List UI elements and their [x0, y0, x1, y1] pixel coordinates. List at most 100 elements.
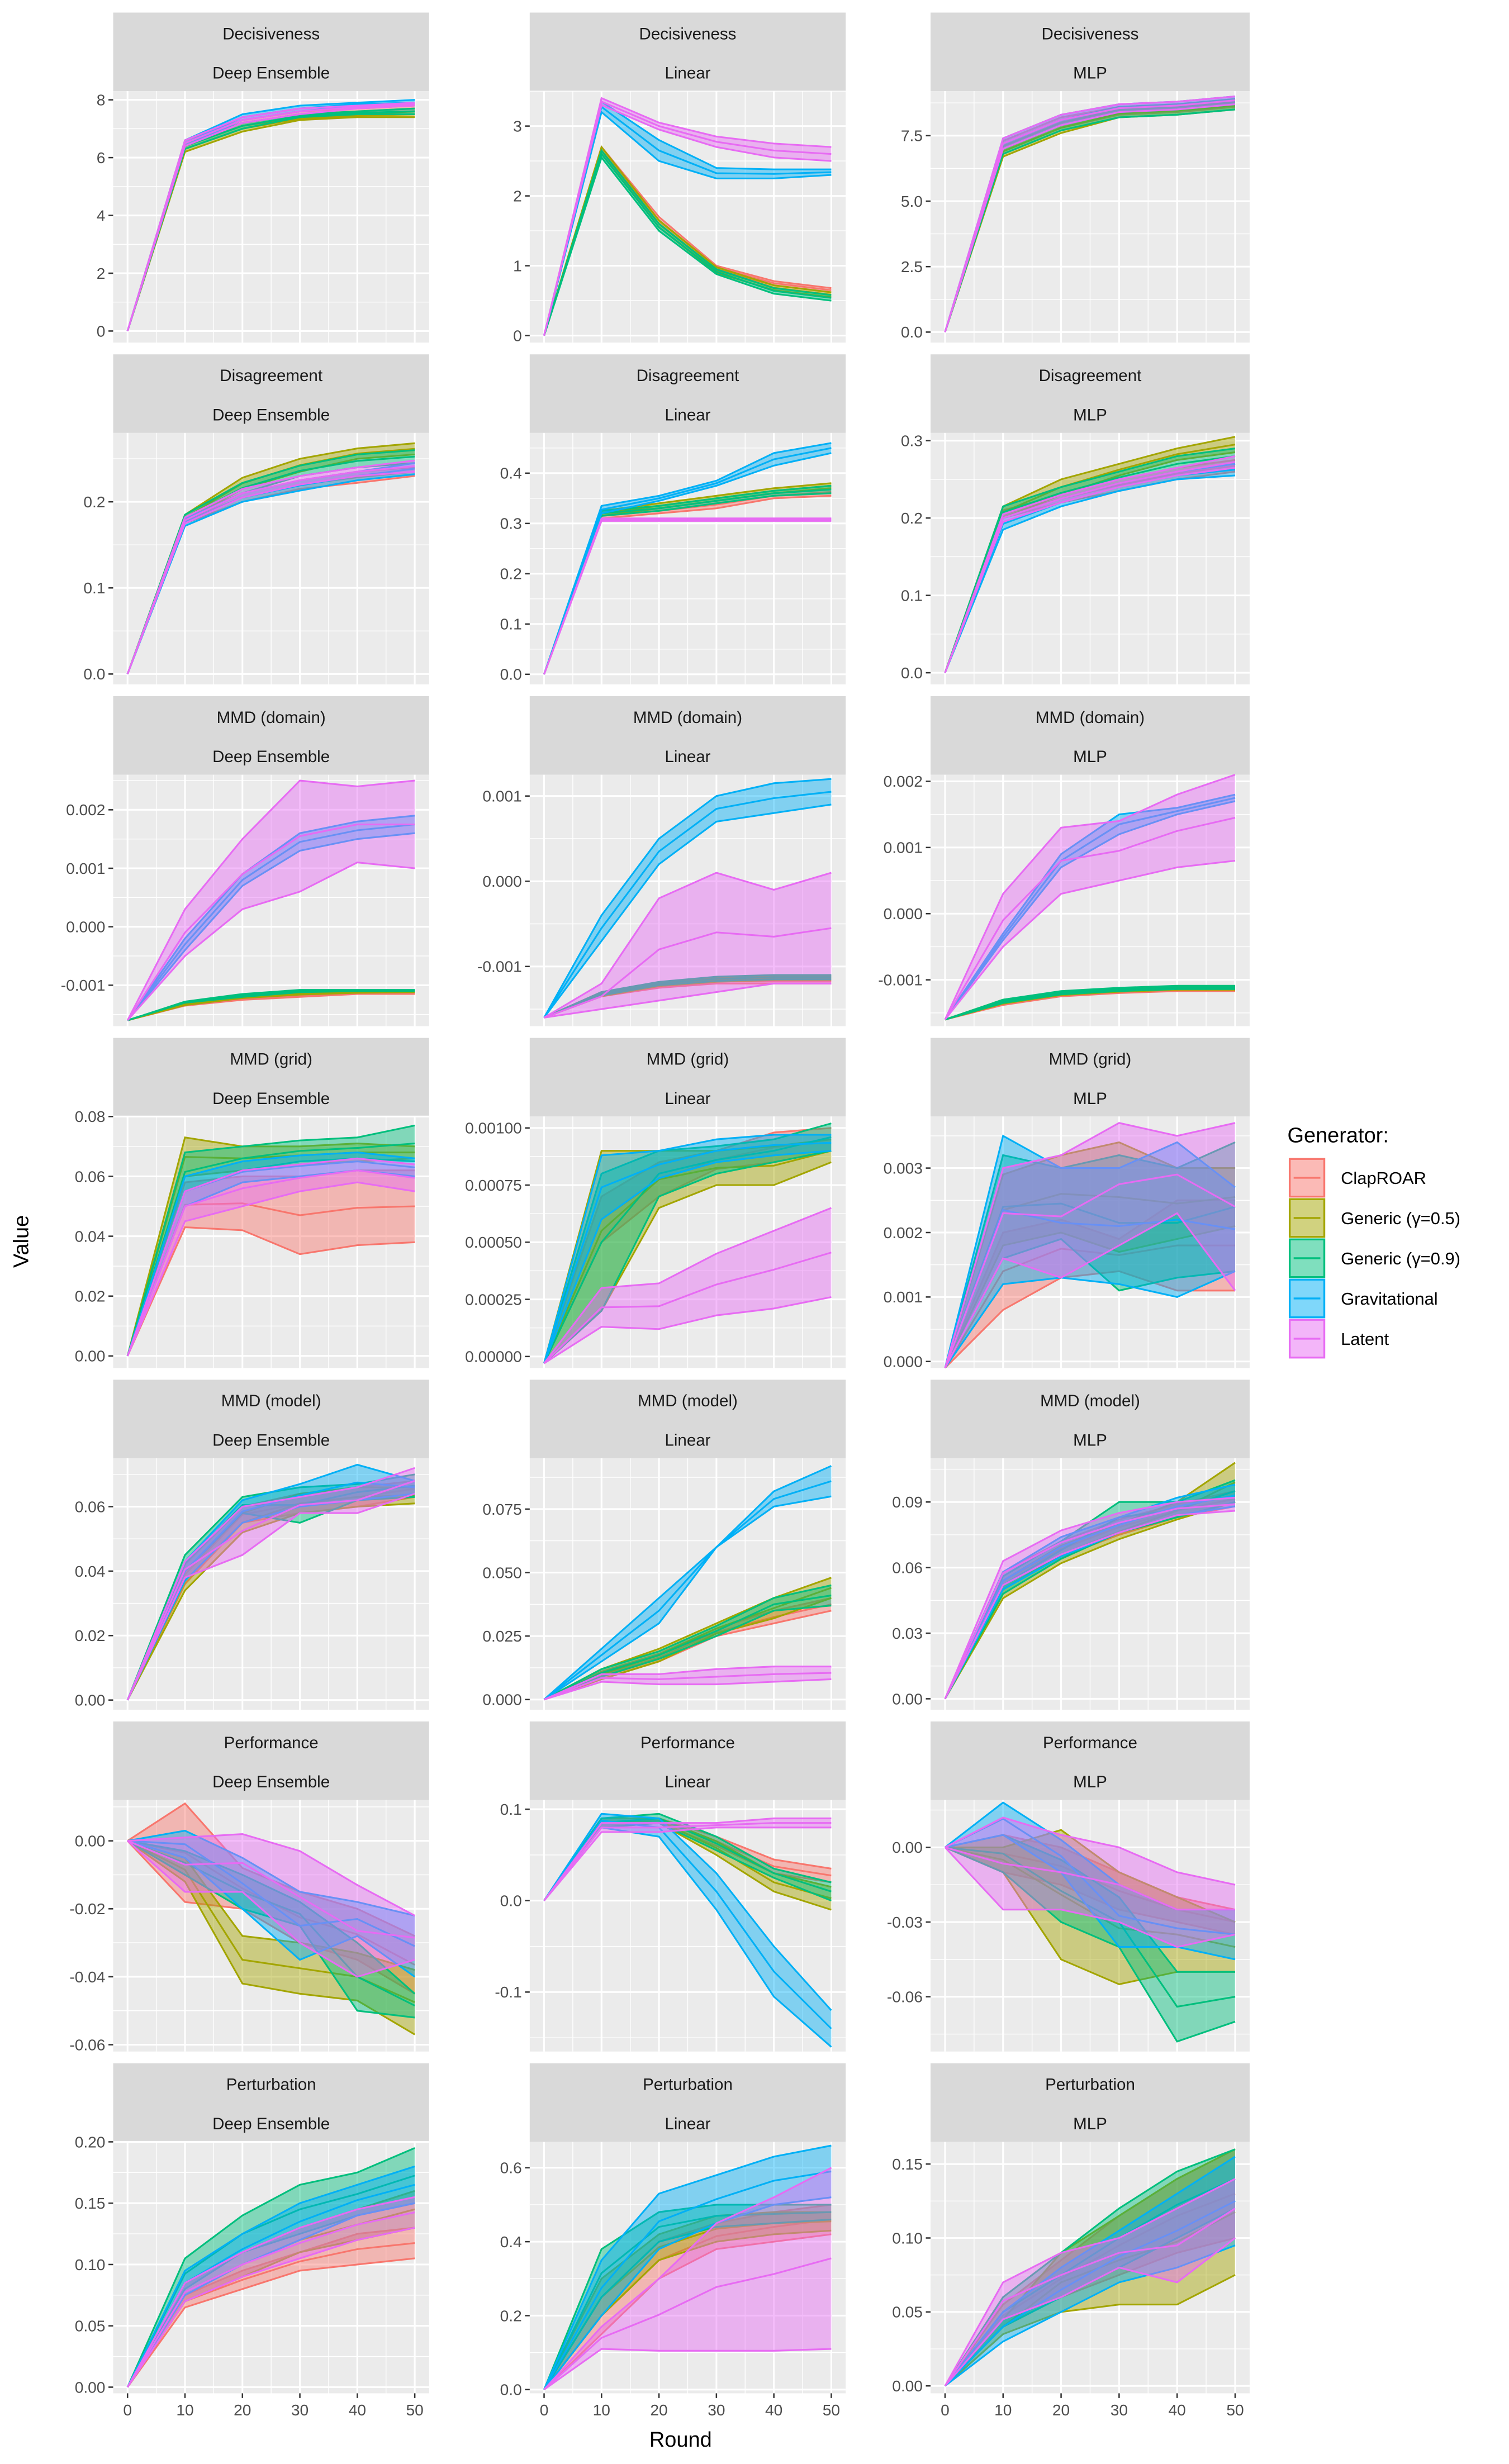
y-tick-label: 0.0	[500, 666, 522, 683]
y-tick-label: 0.00	[892, 1839, 923, 1856]
ribbon-upper-line	[126, 2147, 415, 2388]
strip-label-model: Deep Ensemble	[212, 1431, 330, 1450]
series-mean-line	[126, 103, 415, 331]
ribbon-lower-line	[543, 1826, 832, 1901]
ribbon-lower-line	[543, 2196, 832, 2390]
strip-background	[113, 1380, 429, 1458]
series-mean-line	[126, 823, 415, 1021]
ribbon-lower-line	[944, 467, 1236, 673]
y-tick-label: 0.001	[884, 1288, 923, 1306]
ribbon-upper-line	[543, 974, 832, 1019]
ribbon-upper-line	[945, 1816, 1236, 1886]
series-ribbon-gravitational	[543, 2144, 832, 2390]
y-tick-label: 0.0	[83, 665, 105, 683]
ribbon-area	[127, 1834, 415, 1977]
y-tick-label: 2	[97, 265, 106, 282]
strip-label-model: Linear	[665, 1773, 710, 1791]
strip-label-metric: MMD (model)	[1040, 1392, 1140, 1410]
series-ribbon-latent	[126, 102, 415, 331]
ribbon-upper-line	[944, 455, 1236, 673]
ribbon-area	[945, 2156, 1235, 2386]
y-tick-label: -0.1	[495, 1983, 521, 2001]
y-tick-label: 0.10	[892, 2229, 923, 2247]
ribbon-lower-line	[543, 1495, 832, 1701]
y-tick-label: 0.08	[75, 1108, 106, 1125]
ribbon-lower-line	[944, 108, 1236, 332]
strip-background	[113, 696, 429, 775]
ribbon-upper-line	[126, 1157, 415, 1357]
ribbon-lower-line	[126, 1226, 415, 1357]
strip-label-model: Deep Ensemble	[212, 64, 330, 83]
y-tick-label: 0.02	[75, 1627, 106, 1644]
ribbon-lower-line	[543, 2348, 832, 2391]
series-mean-line	[944, 461, 1236, 673]
x-tick-label: 20	[650, 2401, 667, 2419]
ribbon-area	[544, 2212, 832, 2390]
strip-label-model: MLP	[1073, 1431, 1107, 1450]
series-mean-line	[944, 2192, 1236, 2387]
series-ribbon-gravitational	[944, 793, 1236, 1020]
y-tick-label: 0.002	[884, 1224, 923, 1241]
ribbon-lower-line	[126, 2202, 415, 2388]
series-mean-line	[944, 1503, 1236, 1700]
strip-background	[931, 12, 1250, 92]
series-ribbon-gravitational	[944, 1134, 1236, 1369]
ribbon-area	[127, 1125, 415, 1356]
ribbon-lower-line	[944, 1212, 1236, 1369]
ribbon-area	[945, 1142, 1235, 1368]
facet-panel: Disagreement Deep Ensemble 0.0 0.1 0.2	[83, 354, 429, 684]
ribbon-upper-line	[543, 1465, 832, 1700]
y-tick-label: 7.5	[901, 127, 923, 145]
facet-panel: Disagreement MLP 0.0 0.1 0.2 0.3	[901, 354, 1250, 684]
ribbon-area	[945, 2149, 1235, 2386]
ribbon-area	[945, 1802, 1235, 1959]
y-tick-label: 0.04	[75, 1228, 106, 1245]
series-mean-line	[944, 1202, 1236, 1368]
y-tick-label: -0.04	[69, 1968, 105, 1986]
facet-panel: MMD (model) Linear 0.000 0.025 0.050 0.075	[482, 1380, 846, 1710]
ribbon-lower-line	[945, 2244, 1236, 2387]
series-mean-line	[945, 1846, 1235, 1911]
ribbon-lower-line	[543, 452, 832, 675]
ribbon-upper-line	[945, 1829, 1236, 1923]
y-tick-label: 0.000	[66, 918, 105, 935]
ribbon-upper-line	[543, 1122, 832, 1364]
y-tick-label: 8	[97, 91, 106, 108]
y-tick-label: 0.2	[500, 2307, 522, 2324]
ribbon-lower-line	[543, 1150, 832, 1364]
facet-panel: Decisiveness Deep Ensemble 0 2 4 6 8	[97, 12, 429, 343]
series-mean-line	[127, 990, 415, 1021]
ribbon-area	[945, 1142, 1235, 1368]
ribbon-area	[127, 1840, 415, 2035]
ribbon-area	[945, 795, 1235, 1020]
ribbon-area	[127, 1464, 415, 1700]
ribbon-lower-line	[126, 2257, 415, 2388]
ribbon-lower-line	[127, 1840, 415, 1995]
ribbon-lower-line	[944, 103, 1236, 332]
ribbon-lower-line	[126, 2227, 415, 2388]
series-ribbon-latent	[126, 459, 415, 674]
facet-panel: MMD (model) MLP 0.00 0.03 0.06 0.09	[892, 1380, 1250, 1710]
series-mean-line	[543, 100, 832, 336]
series-mean-line	[126, 1152, 415, 1357]
ribbon-upper-line	[126, 1467, 415, 1701]
ribbon-lower-line	[944, 1847, 1236, 1948]
y-tick-label: 0.06	[75, 1168, 106, 1185]
series-ribbon-latent	[543, 1666, 832, 1701]
y-tick-label: 0.050	[482, 1564, 521, 1581]
x-tick-label: 40	[1169, 2401, 1186, 2419]
strip-background	[113, 2063, 429, 2142]
ribbon-area	[945, 2149, 1235, 2386]
series-mean-line	[543, 1150, 832, 1364]
y-tick-label: 0.20	[75, 2133, 106, 2151]
x-tick-label: 40	[765, 2401, 782, 2419]
y-tick-label: -0.001	[477, 958, 522, 976]
series-ribbon-generic-0-9-	[945, 984, 1235, 1021]
ribbon-area	[945, 1122, 1235, 1368]
series-mean-line	[127, 1840, 415, 2007]
ribbon-lower-line	[944, 2237, 1236, 2387]
series-mean-line	[543, 519, 832, 675]
legend-label: ClapROAR	[1341, 1168, 1426, 1188]
ribbon-lower-line	[543, 155, 832, 336]
